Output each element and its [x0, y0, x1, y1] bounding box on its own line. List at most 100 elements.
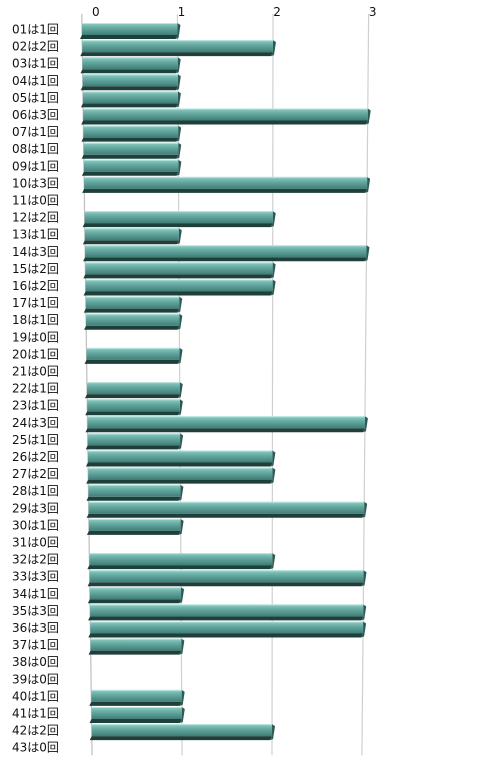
bar-end — [270, 450, 276, 467]
category-label: 11は0回 — [12, 194, 59, 208]
bar-bottom — [83, 291, 273, 296]
bar-end — [362, 416, 368, 433]
bar — [88, 604, 367, 621]
bar-bottom — [83, 274, 273, 279]
bar-bottom — [85, 428, 365, 433]
bar-end — [178, 484, 184, 501]
bar-face — [89, 587, 182, 600]
gridline-2 — [271, 13, 274, 756]
bar-end — [176, 142, 182, 159]
bar-bottom — [80, 52, 273, 57]
bar — [86, 467, 276, 484]
bar — [86, 501, 368, 518]
bar — [84, 347, 183, 364]
category-label: 36は3回 — [12, 621, 59, 635]
category-label: 22は1回 — [12, 382, 59, 396]
bar-end — [365, 176, 371, 193]
bar-bottom — [89, 719, 182, 723]
category-label: 42は2回 — [12, 724, 59, 738]
bar — [89, 707, 185, 723]
bar-face — [83, 159, 179, 172]
bar-face — [82, 91, 178, 104]
bar-end — [270, 211, 276, 228]
bar — [89, 724, 276, 741]
bar-end — [270, 724, 276, 741]
bar — [80, 57, 181, 74]
bar — [81, 125, 182, 142]
bar — [84, 313, 183, 330]
bar — [85, 450, 276, 467]
bar-face — [91, 707, 182, 719]
x-tick-label-0: 0 — [92, 5, 100, 19]
bar-end — [270, 262, 276, 279]
bar-face — [89, 570, 364, 583]
bar — [83, 296, 183, 313]
bar-face — [82, 23, 178, 35]
bar-face — [87, 450, 273, 463]
bar-end — [179, 587, 185, 604]
bar-end — [362, 501, 368, 518]
category-label: 34は1回 — [12, 587, 59, 601]
bar-face — [88, 467, 273, 480]
bar-face — [84, 211, 273, 224]
bar — [80, 74, 181, 91]
category-label: 10は3回 — [12, 176, 59, 190]
bar-bottom — [88, 650, 182, 655]
bar-end — [361, 621, 367, 638]
bar — [88, 638, 185, 655]
bar — [85, 433, 184, 450]
bars — [80, 23, 371, 741]
bar-bottom — [80, 69, 178, 74]
category-label: 19は0回 — [12, 330, 59, 344]
category-labels: 01は1回 02は2回 03は1回 04は1回 05は1回 06は3回 07は1回 08は1回… — [12, 23, 59, 755]
bar-bottom — [82, 240, 179, 245]
bar-bottom — [85, 462, 273, 467]
bar-end — [177, 313, 183, 330]
category-label: 39は0回 — [12, 672, 59, 686]
category-label: 32は2回 — [12, 553, 59, 567]
category-label: 07は1回 — [12, 125, 59, 139]
bar-bottom — [86, 513, 365, 518]
category-label: 02は2回 — [12, 40, 59, 54]
bar-face — [85, 262, 273, 275]
x-tick-label-3: 3 — [369, 5, 377, 19]
bar-bottom — [81, 154, 179, 159]
category-label: 05は1回 — [12, 91, 59, 105]
bar-bottom — [82, 223, 273, 228]
bar — [83, 245, 370, 262]
bar-face — [83, 125, 179, 138]
x-tick-label-2: 2 — [273, 5, 281, 19]
bar-end — [176, 159, 182, 176]
bar-face — [84, 176, 368, 189]
category-label: 13は1回 — [12, 228, 59, 242]
x-tick-label-1: 1 — [178, 5, 186, 19]
bar-end — [365, 108, 371, 125]
bar-end — [179, 689, 185, 706]
x-tick-labels: 0 1 2 3 — [92, 5, 376, 19]
bar-end — [270, 279, 276, 296]
bar — [83, 279, 276, 296]
category-label: 40は1回 — [12, 689, 59, 703]
category-label: 14は3回 — [12, 245, 59, 259]
bar-end — [177, 399, 183, 416]
bar-end — [175, 91, 181, 108]
bar-end — [177, 382, 183, 399]
bar-end — [178, 433, 184, 450]
bar-face — [82, 40, 273, 53]
bar-bottom — [86, 496, 181, 501]
bar-bottom — [81, 120, 368, 125]
bar — [82, 211, 276, 228]
bar — [82, 228, 182, 245]
category-label: 21は0回 — [12, 365, 59, 379]
bar-bottom — [84, 325, 180, 330]
category-label: 17は1回 — [12, 296, 59, 310]
bar-bottom — [81, 137, 179, 142]
bar-face — [82, 74, 178, 87]
bar-bottom — [85, 394, 180, 399]
category-label: 15は2回 — [12, 262, 59, 276]
category-label: 03は1回 — [12, 57, 59, 71]
category-label: 29は3回 — [12, 501, 59, 515]
bar-face — [86, 313, 180, 326]
category-label: 20は1回 — [12, 347, 59, 361]
bar-bottom — [84, 359, 180, 364]
